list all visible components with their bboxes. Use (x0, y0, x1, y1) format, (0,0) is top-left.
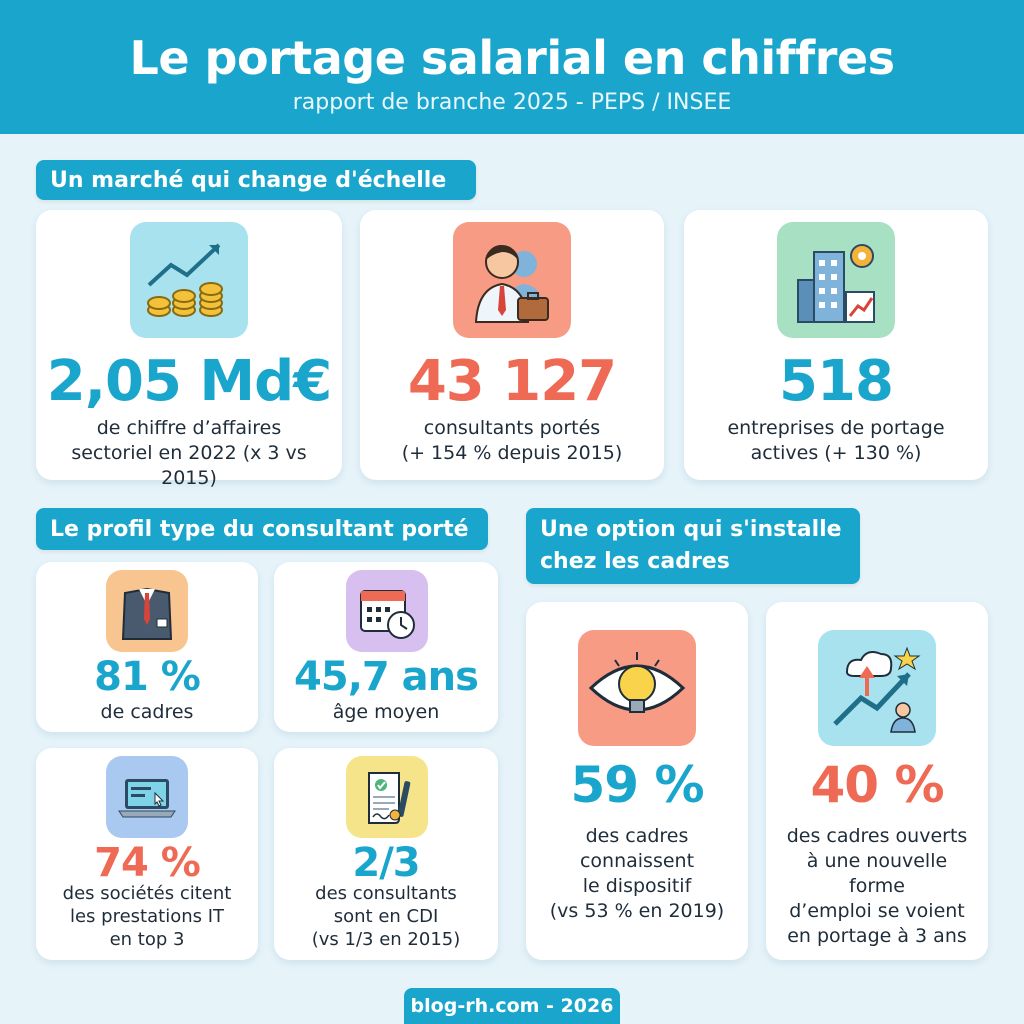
euro-growth-icon (130, 222, 248, 338)
laptop-icon (106, 756, 188, 838)
profile-value-cdi: 2/3 (352, 840, 420, 886)
profile-value-cadres: 81 % (94, 654, 201, 700)
profile-desc-it: des sociétés citent les prestations IT e… (62, 883, 232, 950)
section-profile-label: Le profil type du consultant porté (50, 516, 469, 542)
option-card-awareness: 59 % des cadres connaissent le dispositi… (526, 602, 748, 960)
profile-desc-age: âge moyen (332, 701, 440, 723)
market-card-companies: 518 entreprises de portage actives (+ 13… (684, 210, 988, 480)
profile-card-age: 45,7 ans âge moyen (274, 562, 498, 732)
header-banner: Le portage salarial en chiffres rapport … (0, 0, 1024, 134)
consultants-icon (453, 222, 571, 338)
page-title: Le portage salarial en chiffres (129, 31, 895, 85)
market-card-consultants: 43 127 consultants portés (+ 154 % depui… (360, 210, 664, 480)
section-market-label: Un marché qui change d'échelle (50, 167, 447, 193)
suit-icon (106, 570, 188, 652)
market-card-revenue: 2,05 Md€ de chiffre d’affaires sectoriel… (36, 210, 342, 489)
option-card-openness: 40 % des cadres ouverts à une nouvelle f… (766, 602, 988, 960)
option-desc-openness: des cadres ouverts à une nouvelle forme … (786, 825, 968, 947)
bulb-eye-icon (578, 630, 696, 746)
page-subtitle: rapport de branche 2025 - PEPS / INSEE (292, 90, 732, 115)
market-desc-revenue: de chiffre d’affaires sectoriel en 2022 … (71, 417, 307, 489)
market-desc-consultants: consultants portés (+ 154 % depuis 2015) (401, 417, 623, 464)
growth-person-icon (818, 630, 936, 746)
profile-desc-cadres: de cadres (100, 701, 194, 723)
calendar-clock-icon (346, 570, 428, 652)
profile-card-cadres: 81 % de cadres (36, 562, 258, 732)
section-profile-tag: Le profil type du consultant porté (36, 508, 488, 550)
profile-desc-cdi: des consultants sont en CDI (vs 1/3 en 2… (311, 883, 461, 950)
option-desc-awareness: des cadres connaissent le dispositif (vs… (549, 825, 725, 922)
profile-card-it: 74 % des sociétés citent les prestations… (36, 748, 258, 960)
option-value-openness: 40 % (810, 756, 944, 814)
market-value-companies: 518 (779, 349, 894, 414)
footer-source: blog-rh.com - 2026 (404, 988, 620, 1024)
market-value-consultants: 43 127 (407, 349, 617, 414)
footer-label: blog-rh.com - 2026 (410, 995, 614, 1017)
section-market-tag: Un marché qui change d'échelle (36, 160, 476, 200)
buildings-icon (777, 222, 895, 338)
section-option-label: Une option qui s'installe chez les cadre… (540, 517, 842, 574)
profile-value-it: 74 % (94, 840, 201, 886)
contract-icon (346, 756, 428, 838)
section-option-tag: Une option qui s'installe chez les cadre… (526, 508, 860, 584)
market-value-revenue: 2,05 Md€ (46, 349, 332, 414)
option-value-awareness: 59 % (570, 756, 704, 814)
profile-value-age: 45,7 ans (294, 654, 479, 700)
profile-card-cdi: 2/3 des consultants sont en CDI (vs 1/3 … (274, 748, 498, 960)
market-desc-companies: entreprises de portage actives (+ 130 %) (727, 417, 945, 464)
